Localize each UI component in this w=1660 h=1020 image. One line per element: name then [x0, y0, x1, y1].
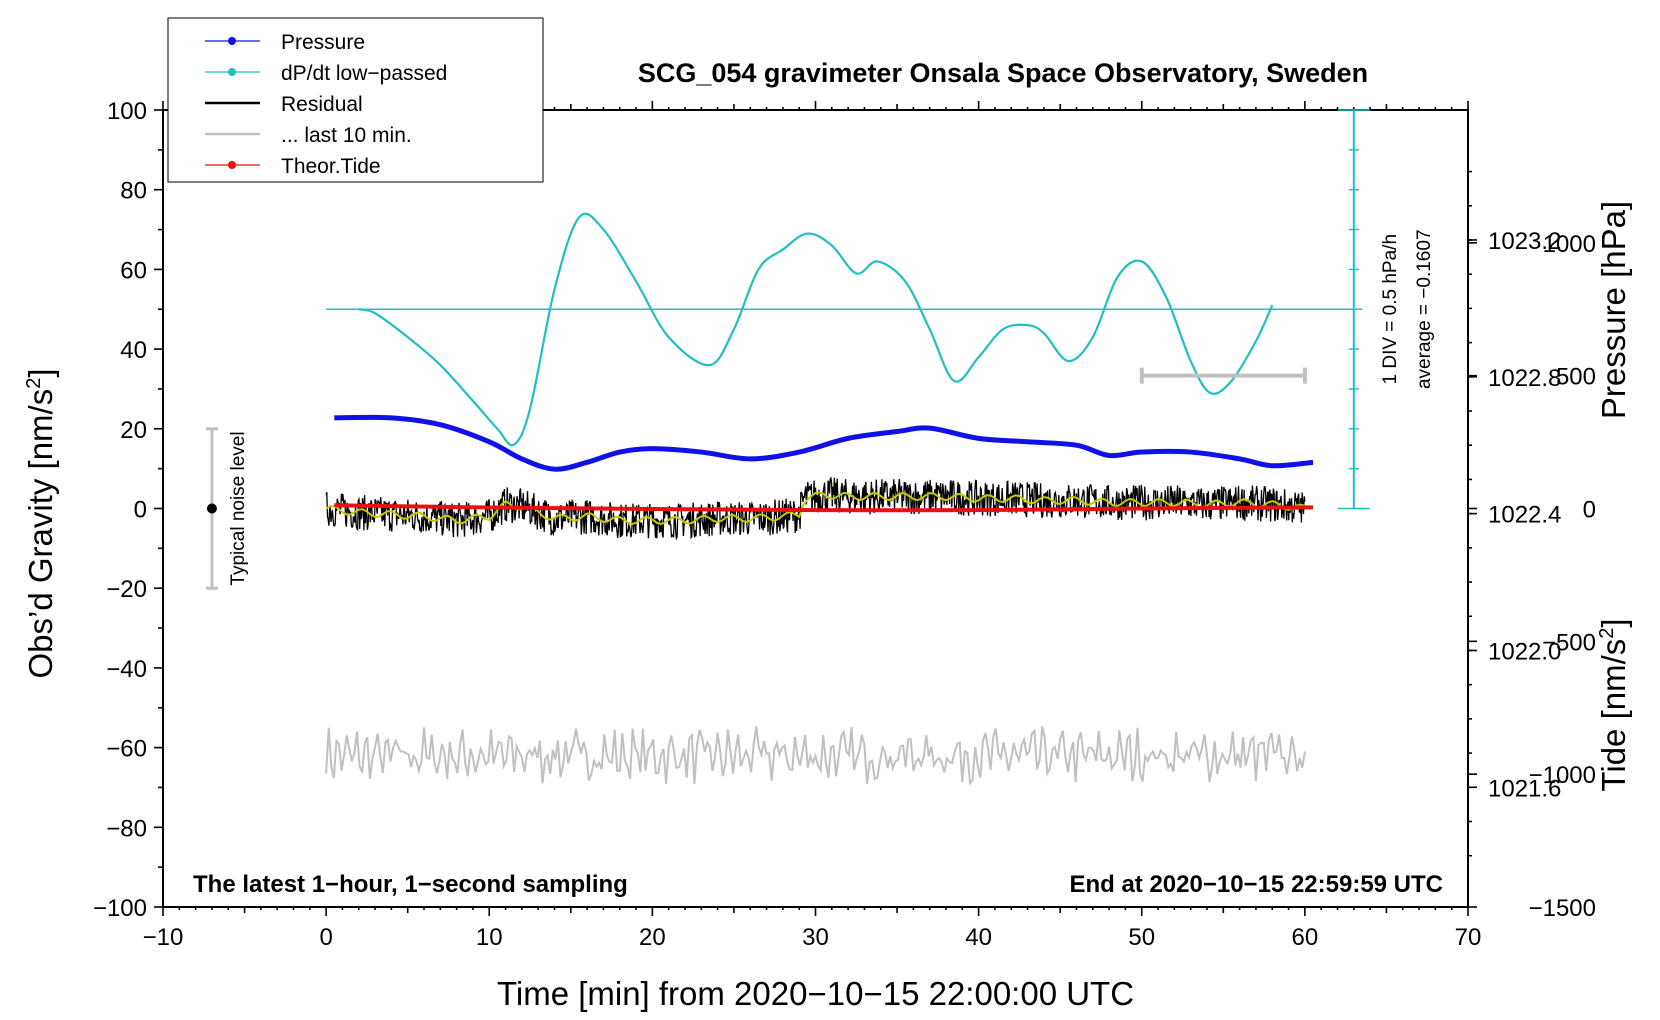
noise-level-dot: [206, 503, 217, 514]
noise-level-label: Typical noise level: [228, 431, 249, 585]
y-tick-label: −80: [106, 815, 147, 842]
x-axis-ticks: −10 0 10 20 30 40 50 60 70: [143, 101, 1482, 951]
note-end-time: End at 2020−10−15 22:59:59 UTC: [1069, 871, 1443, 898]
tide-tick-label: 500: [1556, 364, 1596, 391]
y-tick-label: 60: [120, 257, 147, 284]
x-tick-label: 70: [1455, 924, 1482, 951]
series-layer: [325, 212, 1362, 786]
last-10-min-line: [325, 726, 1306, 786]
x-tick-label: 40: [965, 924, 992, 951]
legend-label: ... last 10 min.: [281, 124, 412, 147]
pressure-line: [334, 414, 1314, 472]
y-tick-label: −40: [106, 656, 147, 683]
legend-label: Theor.Tide: [281, 155, 381, 178]
tide-axis-title-sup: 2: [1596, 628, 1618, 639]
tide-line: [334, 503, 1314, 513]
y-axis-left-title-main: Obs’d Gravity [nm/s: [22, 389, 59, 679]
legend-label: dP/dt low−passed: [281, 62, 447, 85]
legend-box: [167, 17, 544, 183]
tide-axis-ticks: 1000 500 0 −500 −1000 −1500: [1468, 231, 1596, 922]
tide-tick-label: −500: [1542, 629, 1596, 656]
tide-tick-label: 1000: [1543, 231, 1596, 258]
y-axis-left-title: Obs’d Gravity [nm/s2]: [22, 368, 59, 678]
x-tick-label: 20: [639, 924, 666, 951]
pressure-axis-title: Pressure [hPa]: [1595, 201, 1632, 419]
pressure-tick-label: 1022.8: [1488, 365, 1561, 392]
y-tick-label: 80: [120, 178, 147, 205]
tide-axis-title-close: ]: [1595, 618, 1632, 627]
tide-axis-title-main: Tide [nm/s: [1595, 639, 1632, 792]
y-axis-left-ticks: 100 80 60 40 20 0 −20 −40 −60 −80 −100: [93, 98, 163, 922]
pressure-tick-label: 1023.2: [1488, 228, 1561, 255]
pressure-tick-label: 1021.6: [1488, 775, 1561, 802]
tide-tick-label: −1000: [1529, 762, 1596, 789]
y-axis-left-title-close: ]: [22, 368, 59, 377]
residual-smoothed-line: [325, 491, 1306, 526]
dpdt-average-label: average = −0.1607: [1414, 229, 1435, 389]
pressure-tick-label: 1022.0: [1488, 638, 1561, 665]
y-tick-label: −60: [106, 736, 147, 763]
y-tick-label: 100: [107, 98, 147, 125]
tide-tick-label: −1500: [1529, 895, 1596, 922]
legend-label: Pressure: [281, 31, 365, 54]
tide-tick-label: 0: [1583, 497, 1596, 524]
x-tick-label: 10: [476, 924, 503, 951]
chart-title: SCG_054 gravimeter Onsala Space Observat…: [638, 58, 1368, 88]
y-tick-label: 20: [120, 417, 147, 444]
dpdt-scale-label: 1 DIV = 0.5 hPa/h: [1380, 234, 1401, 385]
x-tick-label: 0: [319, 924, 332, 951]
x-axis-title: Time [min] from 2020−10−15 22:00:00 UTC: [497, 975, 1134, 1012]
tide-axis-title: Tide [nm/s2]: [1595, 618, 1632, 791]
pressure-axis-ticks: 1023.2 1022.8 1022.4 1022.0 1021.6: [1468, 170, 1561, 857]
dpdt-line: [358, 212, 1274, 447]
legend-label: Residual: [281, 93, 363, 116]
annotation-layer: Typical noise level 1 DIV = 0.5 hPa/h aver…: [205, 109, 1435, 590]
y-tick-label: 0: [134, 497, 147, 524]
y-tick-label: 40: [120, 337, 147, 364]
legend-marker: [228, 37, 236, 45]
x-tick-label: −10: [143, 924, 184, 951]
y-tick-label: −20: [106, 576, 147, 603]
x-tick-label: 30: [802, 924, 829, 951]
x-tick-label: 50: [1128, 924, 1155, 951]
residual-line: [325, 476, 1306, 541]
legend: Pressure dP/dt low−passed Residual ... last…: [167, 17, 544, 183]
y-axis-left-title-sup: 2: [23, 378, 45, 389]
note-sampling: The latest 1−hour, 1−second sampling: [193, 871, 628, 898]
pressure-tick-label: 1022.4: [1488, 502, 1561, 529]
x-tick-label: 60: [1292, 924, 1319, 951]
legend-marker: [228, 161, 236, 169]
y-tick-label: −100: [93, 895, 147, 922]
legend-marker: [228, 68, 236, 76]
